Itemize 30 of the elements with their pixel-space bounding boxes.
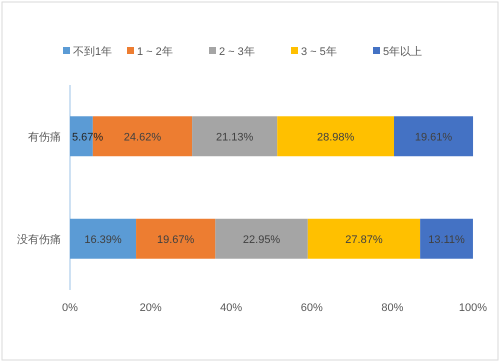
legend-label: 不到1年 [73, 46, 112, 58]
legend-label: 3 ~ 5年 [301, 46, 337, 58]
x-tick-label: 20% [140, 302, 162, 314]
data-label: 16.39% [84, 234, 122, 246]
bar [136, 218, 216, 259]
x-tick-label: 40% [220, 302, 242, 314]
bar [308, 218, 420, 259]
x-tick-label: 80% [381, 302, 404, 314]
bar [420, 218, 473, 259]
x-tick-label: 60% [300, 302, 324, 314]
x-tick-label: 0% [62, 302, 78, 314]
bar [277, 116, 394, 156]
legend-label: 1 ~ 2年 [137, 46, 173, 58]
data-label: 22.95% [242, 234, 280, 246]
legend-label: 2 ~ 3年 [219, 46, 255, 58]
legend-label: 5年以上 [383, 45, 422, 58]
x-tick-label: 100% [458, 302, 488, 314]
data-label: 19.67% [157, 234, 195, 246]
bar [394, 116, 474, 156]
data-label: 13.11% [428, 234, 466, 246]
bar [215, 218, 308, 259]
y-tick-label: 有伤痛 [28, 130, 61, 144]
data-label: 21.13% [216, 131, 254, 144]
data-label: 27.87% [345, 234, 383, 246]
data-label: 24.62% [124, 131, 162, 144]
data-label: 19.61% [414, 131, 452, 144]
bar [192, 116, 278, 156]
data-label: 28.98% [316, 131, 354, 144]
bar [70, 218, 136, 259]
y-tick-label: 没有伤痛 [17, 232, 61, 246]
